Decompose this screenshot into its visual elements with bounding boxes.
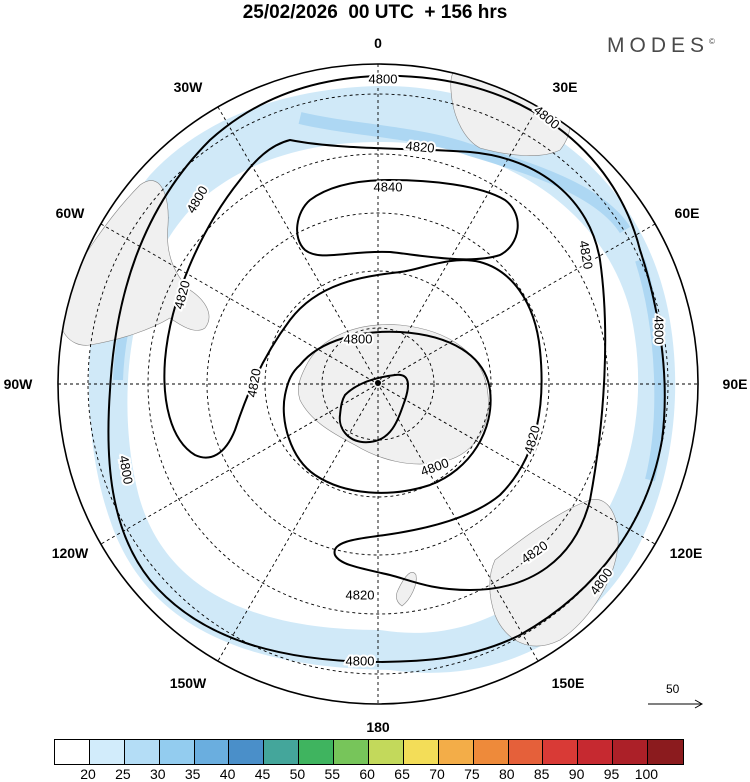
colorbar-swatch bbox=[473, 740, 509, 764]
contour-label-halo: 4800 bbox=[116, 454, 136, 485]
contour-label: 4820 bbox=[171, 279, 193, 311]
longitude-label: 30E bbox=[553, 79, 578, 95]
contour-label: 4820 bbox=[576, 239, 596, 270]
contour-label-halo: 4820 bbox=[346, 587, 375, 602]
contour-label-halo: 4800 bbox=[346, 653, 375, 668]
contour-label-halo: 4820 bbox=[405, 138, 435, 155]
colorbar-swatch bbox=[334, 740, 370, 764]
colorbar-tick-label: 70 bbox=[429, 766, 445, 782]
longitude-label: 180 bbox=[366, 719, 390, 735]
contour-label: 4820 bbox=[405, 138, 435, 155]
colorbar-tick-label: 55 bbox=[324, 766, 341, 782]
colorbar-swatch bbox=[89, 740, 125, 764]
colorbar-tick-label: 20 bbox=[80, 766, 96, 782]
colorbar-swatch bbox=[543, 740, 579, 764]
longitude-label: 60E bbox=[675, 205, 700, 221]
colorbar-swatch bbox=[508, 740, 544, 764]
contour-label: 4800 bbox=[344, 331, 373, 346]
contour-label: 4820 bbox=[346, 587, 375, 602]
colorbar-tick-label: 95 bbox=[603, 766, 620, 782]
contour-4800-inner bbox=[282, 330, 492, 494]
colorbar-swatch bbox=[299, 740, 335, 764]
contour-label-halo: 4820 bbox=[244, 367, 264, 398]
colorbar-swatch bbox=[403, 740, 439, 764]
reference-vector-label: 50 bbox=[666, 682, 680, 696]
arrow-icon bbox=[648, 699, 704, 709]
colorbar-tick-label: 85 bbox=[533, 766, 550, 782]
map-title: 25/02/2026 00 UTC + 156 hrs bbox=[242, 2, 508, 23]
contour-label: 4800 bbox=[652, 316, 667, 345]
contour-label-halo: 4800 bbox=[652, 316, 667, 345]
latitude-circle bbox=[206, 212, 550, 556]
colorbar-tick-label: 50 bbox=[289, 766, 306, 782]
contour-label-halo: 4840 bbox=[374, 179, 403, 194]
colorbar-swatch bbox=[194, 740, 230, 764]
longitude-label: 90W bbox=[4, 376, 34, 392]
contour-4800-outer bbox=[107, 74, 666, 664]
jet-stream-core bbox=[635, 258, 665, 482]
colorbar-swatch bbox=[648, 740, 684, 764]
colorbar-ticks: 20 25 30 35 40 45 50 55 60 65 70 75 80 85 90 95 100 bbox=[72, 766, 732, 782]
colorbar-swatch bbox=[124, 740, 160, 764]
colorbar-swatch bbox=[159, 740, 195, 764]
antarctica bbox=[298, 324, 489, 465]
contour-label: 4800 bbox=[369, 71, 398, 86]
latitude-circle bbox=[87, 93, 669, 675]
copyright-mark: © bbox=[709, 37, 715, 46]
colorbar-tick-label: 60 bbox=[359, 766, 375, 782]
contour-label-halo: 4800 bbox=[369, 71, 398, 86]
colorbar-tick-label: 100 bbox=[634, 766, 659, 782]
contour-4820-outer bbox=[163, 138, 607, 592]
longitude-label: 120W bbox=[52, 545, 89, 561]
colorbar-swatch bbox=[578, 740, 614, 764]
colorbar-swatch bbox=[229, 740, 265, 764]
contour-label: 4820 bbox=[244, 367, 264, 398]
colorbar-tick-label: 40 bbox=[219, 766, 236, 782]
contour-label: 4800 bbox=[116, 454, 136, 485]
colorbar-tick-label: 30 bbox=[150, 766, 166, 782]
longitude-label: 150E bbox=[552, 675, 585, 691]
contour-4840 bbox=[296, 178, 519, 261]
australia bbox=[489, 499, 619, 647]
colorbar-swatch bbox=[55, 740, 90, 764]
south-pole-marker bbox=[375, 380, 381, 386]
contour-4780 bbox=[338, 373, 409, 444]
brand-name: MODES bbox=[607, 34, 710, 57]
colorbar-swatch bbox=[264, 740, 300, 764]
longitude-label: 30W bbox=[174, 79, 204, 95]
colorbar-tick-label: 25 bbox=[115, 766, 131, 782]
colorbar-tick-label: 35 bbox=[184, 766, 201, 782]
contour-label: 4800 bbox=[346, 653, 375, 668]
colorbar-swatch bbox=[369, 740, 404, 764]
contour-label: 4840 bbox=[374, 179, 403, 194]
colorbar-swatch bbox=[613, 740, 649, 764]
longitude-label: 90E bbox=[723, 376, 748, 392]
colorbar-tick-label: 90 bbox=[568, 766, 585, 782]
contour-label: 4820 bbox=[521, 424, 543, 456]
colorbar bbox=[54, 739, 685, 765]
colorbar-swatch bbox=[438, 740, 474, 764]
brand-logo: MODES© bbox=[607, 34, 715, 58]
longitude-label: 150W bbox=[170, 675, 207, 691]
reference-vector: 50 bbox=[646, 682, 706, 712]
jet-stream-core bbox=[298, 112, 631, 234]
colorbar-tick-label: 80 bbox=[499, 766, 515, 782]
colorbar-tick-label: 65 bbox=[394, 766, 410, 782]
longitude-label: 60W bbox=[56, 205, 86, 221]
longitude-label: 0 bbox=[374, 35, 382, 51]
colorbar-tick-label: 75 bbox=[464, 766, 480, 782]
contour-label-halo: 4800 bbox=[344, 331, 373, 346]
contour-label-halo: 4820 bbox=[576, 239, 596, 270]
longitude-label: 120E bbox=[670, 545, 703, 561]
colorbar-tick-label: 45 bbox=[254, 766, 271, 782]
